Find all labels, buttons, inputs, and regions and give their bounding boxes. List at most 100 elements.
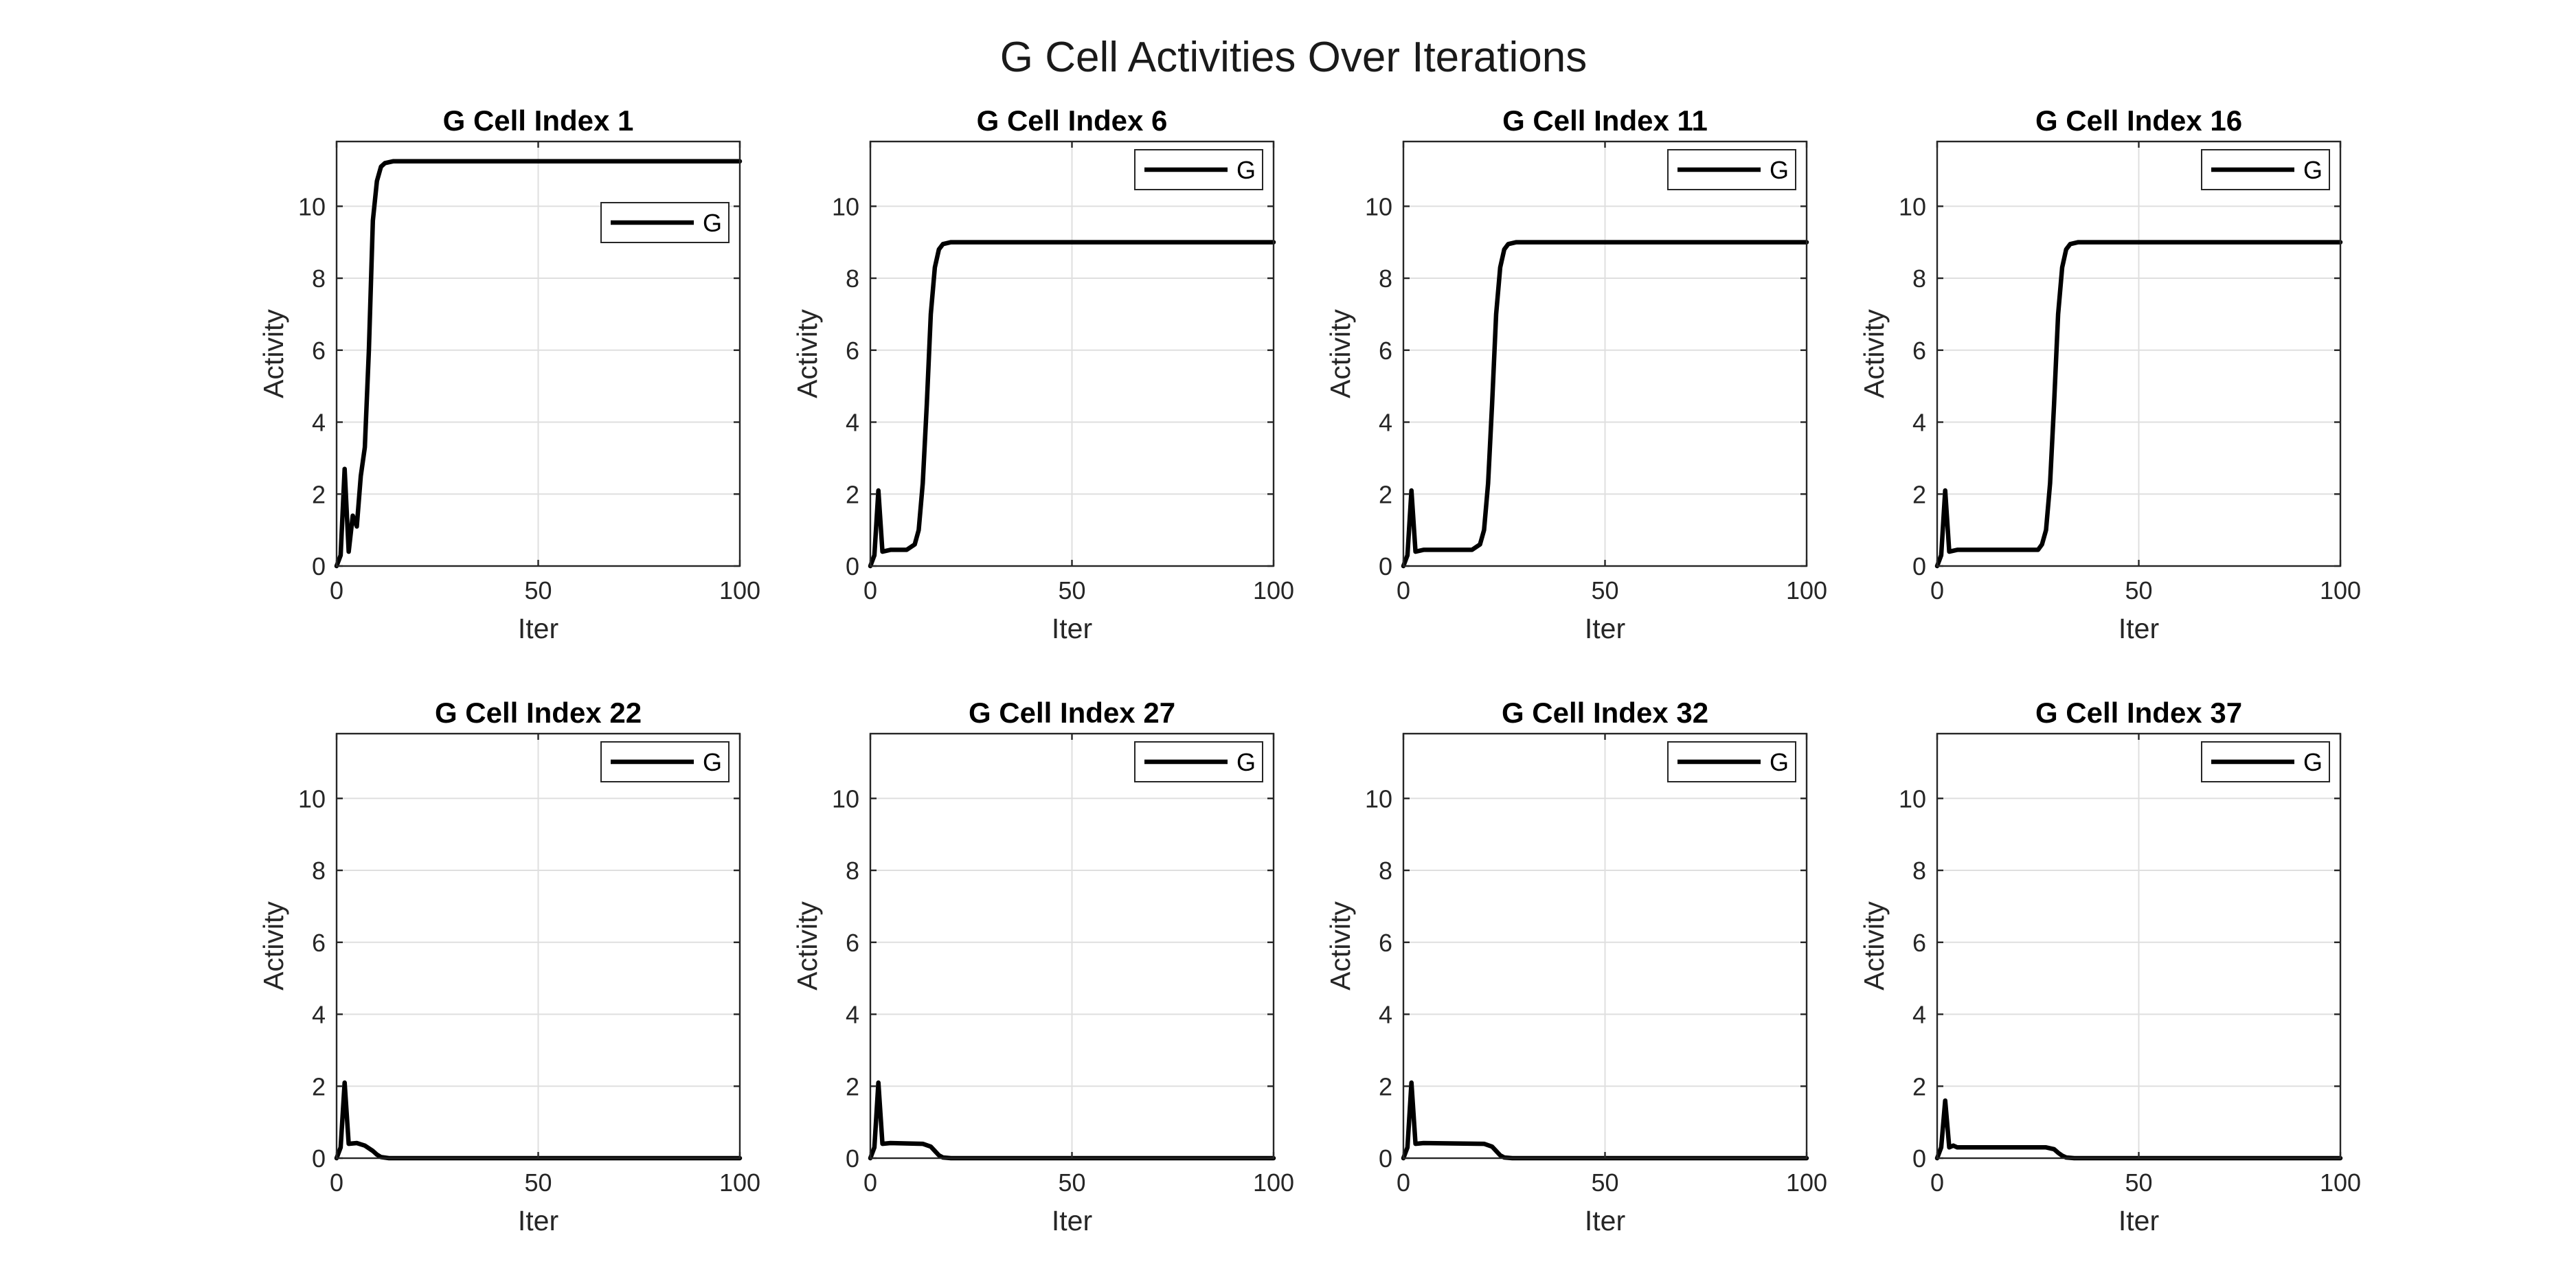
y-axis-label: Activity bbox=[258, 309, 289, 398]
legend: G bbox=[2201, 741, 2330, 782]
subplot-title: G Cell Index 11 bbox=[1502, 104, 1708, 137]
figure-title: G Cell Activities Over Iterations bbox=[1000, 34, 1588, 81]
subplot-title: G Cell Index 37 bbox=[2035, 697, 2242, 729]
legend-label: G bbox=[703, 748, 722, 776]
y-tick-label: 0 bbox=[312, 1144, 326, 1173]
y-tick-label: 0 bbox=[312, 552, 326, 580]
legend: G bbox=[1667, 741, 1796, 782]
x-tick-label: 100 bbox=[2320, 576, 2361, 605]
legend-label: G bbox=[1236, 156, 1256, 184]
y-axis-label: Activity bbox=[1858, 309, 1890, 398]
y-tick-label: 2 bbox=[846, 1072, 859, 1100]
x-tick-label: 0 bbox=[1930, 576, 1944, 605]
y-tick-label: 6 bbox=[1912, 929, 1926, 957]
y-tick-label: 4 bbox=[846, 409, 859, 437]
y-tick-label: 2 bbox=[1912, 1072, 1926, 1100]
legend-label: G bbox=[1770, 748, 1789, 776]
y-tick-label: 4 bbox=[312, 1001, 326, 1029]
x-axis-label: Iter bbox=[1052, 1205, 1092, 1236]
x-axis-label: Iter bbox=[1585, 1205, 1625, 1236]
subplot-4: 0 50 100 0 2 4 6 8 10 G Cell Index 16 Iter Activity… bbox=[1858, 104, 2361, 644]
y-axis-label: Activity bbox=[258, 901, 289, 991]
y-tick-label: 8 bbox=[1379, 857, 1392, 885]
x-tick-label: 100 bbox=[719, 576, 760, 605]
x-tick-label: 100 bbox=[1253, 576, 1294, 605]
y-tick-label: 10 bbox=[1365, 784, 1392, 813]
subplot-title: G Cell Index 16 bbox=[2035, 104, 2242, 137]
y-tick-label: 8 bbox=[1912, 264, 1926, 293]
x-axis-label: Iter bbox=[518, 1205, 558, 1236]
x-tick-label: 100 bbox=[1253, 1168, 1294, 1197]
y-tick-label: 0 bbox=[846, 552, 859, 580]
y-tick-label: 10 bbox=[832, 192, 859, 221]
subplot-3: 0 50 100 0 2 4 6 8 10 G Cell Index 11 Iter Activity… bbox=[1324, 104, 1827, 644]
subplot-8: 0 50 100 0 2 4 6 8 10 G Cell Index 37 Iter Activity… bbox=[1858, 697, 2361, 1236]
x-tick-label: 100 bbox=[719, 1168, 760, 1197]
legend-label: G bbox=[703, 209, 722, 237]
y-tick-label: 4 bbox=[1379, 409, 1392, 437]
x-axis-label: Iter bbox=[1052, 613, 1092, 644]
y-tick-label: 0 bbox=[846, 1144, 859, 1173]
y-tick-label: 2 bbox=[312, 480, 326, 508]
y-tick-label: 6 bbox=[846, 337, 859, 365]
y-axis-label: Activity bbox=[1324, 309, 1356, 398]
x-tick-label: 0 bbox=[330, 576, 343, 605]
x-tick-label: 0 bbox=[1397, 576, 1410, 605]
subplot-title: G Cell Index 22 bbox=[435, 697, 642, 729]
legend: G bbox=[2201, 149, 2330, 190]
subplot-5: 0 50 100 0 2 4 6 8 10 G Cell Index 22 Iter Activity… bbox=[258, 697, 760, 1236]
subplot-title: G Cell Index 32 bbox=[1502, 697, 1708, 729]
legend-label: G bbox=[1236, 748, 1256, 776]
y-tick-label: 4 bbox=[1379, 1001, 1392, 1029]
y-axis-label: Activity bbox=[791, 309, 823, 398]
series-line-G bbox=[1401, 240, 1809, 569]
x-tick-label: 50 bbox=[1591, 1168, 1618, 1197]
y-tick-label: 6 bbox=[312, 929, 326, 957]
y-tick-label: 8 bbox=[846, 857, 859, 885]
y-tick-label: 10 bbox=[298, 784, 326, 813]
y-tick-label: 2 bbox=[846, 480, 859, 508]
y-tick-label: 6 bbox=[1912, 337, 1926, 365]
y-tick-label: 6 bbox=[1379, 929, 1392, 957]
x-tick-label: 50 bbox=[2125, 576, 2152, 605]
x-tick-label: 0 bbox=[863, 576, 877, 605]
x-tick-label: 100 bbox=[1786, 576, 1827, 605]
y-tick-label: 8 bbox=[846, 264, 859, 293]
x-axis-label: Iter bbox=[2119, 1205, 2159, 1236]
x-tick-label: 50 bbox=[1591, 576, 1618, 605]
x-tick-label: 50 bbox=[524, 1168, 552, 1197]
y-tick-label: 4 bbox=[312, 409, 326, 437]
subplot-title: G Cell Index 27 bbox=[969, 697, 1175, 729]
y-tick-label: 10 bbox=[1365, 192, 1392, 221]
legend: G bbox=[1134, 741, 1263, 782]
y-tick-label: 10 bbox=[1899, 784, 1926, 813]
x-axis-label: Iter bbox=[2119, 613, 2159, 644]
legend-label: G bbox=[2303, 748, 2323, 776]
y-tick-label: 10 bbox=[298, 192, 326, 221]
legend: G bbox=[1134, 149, 1263, 190]
subplot-title: G Cell Index 6 bbox=[977, 104, 1168, 137]
y-tick-label: 10 bbox=[1899, 192, 1926, 221]
y-tick-label: 6 bbox=[1379, 337, 1392, 365]
y-tick-label: 0 bbox=[1379, 552, 1392, 580]
y-tick-label: 4 bbox=[1912, 409, 1926, 437]
y-tick-label: 8 bbox=[312, 857, 326, 885]
y-axis-label: Activity bbox=[1324, 901, 1356, 991]
subplot-6: 0 50 100 0 2 4 6 8 10 G Cell Index 27 Iter Activity… bbox=[791, 697, 1294, 1236]
x-tick-label: 0 bbox=[330, 1168, 343, 1197]
x-tick-label: 50 bbox=[2125, 1168, 2152, 1197]
y-tick-label: 6 bbox=[312, 337, 326, 365]
y-tick-label: 0 bbox=[1379, 1144, 1392, 1173]
subplot-title: G Cell Index 1 bbox=[443, 104, 634, 137]
y-tick-label: 8 bbox=[312, 264, 326, 293]
y-tick-label: 2 bbox=[1379, 480, 1392, 508]
y-tick-label: 8 bbox=[1912, 857, 1926, 885]
y-tick-label: 2 bbox=[312, 1072, 326, 1100]
x-tick-label: 50 bbox=[524, 576, 552, 605]
x-tick-label: 100 bbox=[2320, 1168, 2361, 1197]
series-line-G bbox=[868, 240, 1276, 569]
x-tick-label: 0 bbox=[863, 1168, 877, 1197]
series-line-G bbox=[334, 159, 743, 569]
subplot-1: 0 50 100 0 2 4 6 8 10 G Cell Index 1 Iter Activity G bbox=[258, 104, 760, 644]
y-tick-label: 4 bbox=[1912, 1001, 1926, 1029]
